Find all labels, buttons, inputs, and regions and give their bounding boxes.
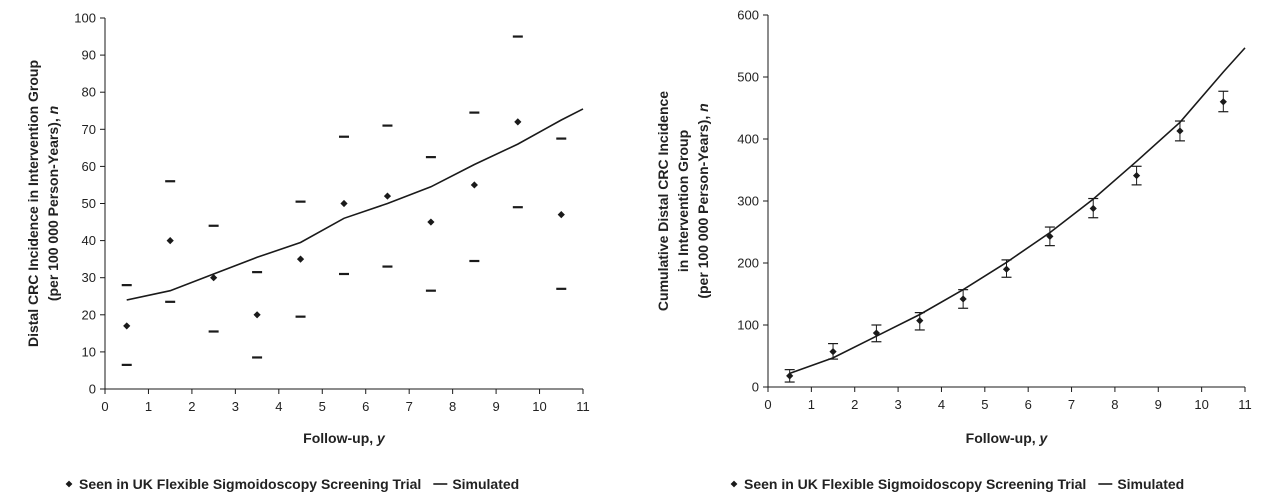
observed-point [1002,265,1011,273]
x-tick-label: 10 [532,399,546,414]
observed-point [786,372,794,380]
y-tick-label: 60 [82,159,96,174]
x-tick-label: 4 [275,399,282,414]
y-tick-label: 400 [737,132,759,147]
y-tick-label: 600 [737,8,759,23]
x-tick-label: 8 [449,399,456,414]
x-tick-label: 5 [319,399,326,414]
x-tick-label: 5 [981,397,988,412]
y-tick-label: 100 [74,11,96,26]
x-tick-label: 2 [851,397,858,412]
legend-simulated-label: Simulated [1117,476,1184,492]
left-chart: 0 10 20 30 40 50 60 70 80 90 100 0 1 2 3 4 5 6 7 8 9 10 11 Foll… [25,11,590,493]
x-tick-label: 9 [1155,397,1162,412]
observed-point [557,211,565,219]
observed-point [166,237,174,245]
x-tick-label: 7 [1068,397,1075,412]
x-tick-label: 9 [492,399,499,414]
y-tick-label: 0 [89,382,96,397]
y-tick-label: 50 [82,196,96,211]
observed-point [123,322,131,330]
y-axis-title-line: (per 100 000 Person-Years), n [695,103,711,298]
y-tick-label: 10 [82,344,96,359]
x-tick-label: 0 [764,397,771,412]
observed-point [916,317,924,325]
x-tick-label: 7 [406,399,413,414]
x-tick-label: 4 [938,397,945,412]
x-tick-label: 6 [362,399,369,414]
x-tick-label: 10 [1194,397,1208,412]
y-tick-label: 0 [752,380,759,395]
observed-point [427,218,435,226]
observed-point [1089,204,1097,213]
legend-observed-label: Seen in UK Flexible Sigmoidoscopy Screen… [744,476,1086,492]
y-tick-label: 90 [82,48,96,63]
x-tick-label: 6 [1025,397,1032,412]
x-tick-label: 2 [188,399,195,414]
y-axis-title-line: Cumulative Distal CRC Incidence [655,91,671,311]
y-tick-label: 70 [82,122,96,137]
y-tick-label: 500 [737,70,759,85]
x-tick-label: 11 [1238,397,1252,412]
x-tick-label: 1 [145,399,152,414]
legend-simulated-label: Simulated [452,476,519,492]
y-tick-label: 300 [737,194,759,209]
legend-observed-marker [730,480,738,488]
x-tick-label: 8 [1111,397,1118,412]
x-tick-label: 1 [808,397,815,412]
x-axis-title: Follow-up, y [966,430,1049,446]
observed-point [829,348,837,356]
observed-point [340,199,348,208]
x-tick-label: 3 [232,399,239,414]
x-tick-label: 11 [576,399,590,414]
observed-point [1176,127,1184,135]
y-tick-label: 30 [82,270,96,285]
observed-point [296,255,305,263]
legend-observed-label: Seen in UK Flexible Sigmoidoscopy Screen… [79,476,421,492]
observed-point [253,311,261,319]
simulated-line [126,108,584,301]
observed-point [1132,171,1141,180]
y-tick-label: 100 [737,318,759,333]
observed-point [1219,98,1227,106]
y-tick-label: 200 [737,256,759,271]
observed-point [383,192,392,200]
legend: Seen in UK Flexible Sigmoidoscopy Screen… [65,476,519,492]
observed-point [514,118,522,126]
simulated-line [789,47,1246,375]
right-chart: 0 100 200 300 400 500 600 0 1 2 3 4 5 6 7 8 9 10 11 Follow-… [655,8,1252,493]
observed-point [470,181,478,189]
legend-observed-marker [65,480,73,488]
y-tick-label: 40 [82,233,96,248]
legend: Seen in UK Flexible Sigmoidoscopy Screen… [730,476,1184,492]
observed-point [959,295,967,303]
y-tick-label: 80 [82,85,96,100]
y-axis-title-line: Distal CRC Incidence in Intervention Gro… [25,60,41,347]
x-axis-title: Follow-up, y [303,430,386,446]
x-tick-label: 3 [894,397,901,412]
observed-point [210,274,218,282]
y-axis-title-line: (per 100 000 Person-Years), n [45,106,61,301]
y-axis-title-line: in Intervention Group [675,130,691,272]
y-tick-label: 20 [82,307,96,322]
x-tick-label: 0 [101,399,108,414]
